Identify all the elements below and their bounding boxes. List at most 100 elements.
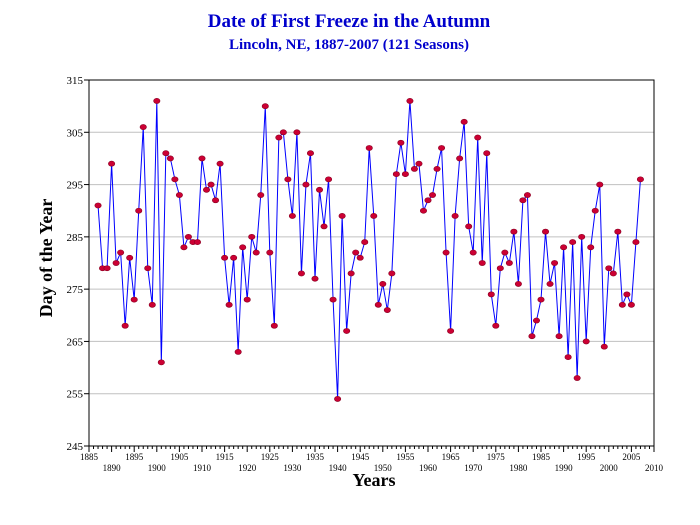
- data-point: [483, 150, 491, 157]
- data-point: [618, 301, 626, 308]
- data-point: [433, 165, 441, 172]
- x-tick-label: 1955: [396, 452, 415, 462]
- data-point: [474, 134, 482, 141]
- data-point: [306, 150, 314, 157]
- y-axis-title: Day of the Year: [36, 199, 56, 318]
- data-point: [573, 375, 581, 381]
- data-point: [352, 249, 360, 256]
- x-tick-label: 1945: [351, 452, 370, 462]
- data-point: [623, 291, 631, 298]
- data-point: [609, 270, 617, 277]
- data-point: [121, 322, 129, 329]
- data-point: [221, 254, 229, 261]
- data-point: [460, 118, 468, 125]
- data-point: [496, 265, 504, 272]
- x-tick-label: 1900: [148, 463, 167, 473]
- data-point: [266, 249, 274, 256]
- data-point: [542, 228, 550, 235]
- data-point: [492, 322, 500, 329]
- data-point: [560, 244, 568, 251]
- x-tick-label: 1940: [329, 463, 348, 473]
- data-point: [216, 160, 224, 167]
- data-point: [193, 239, 201, 245]
- data-point: [469, 249, 477, 256]
- data-point: [325, 176, 333, 183]
- y-tick-label: 305: [67, 127, 84, 139]
- data-point: [519, 197, 527, 204]
- x-tick-label: 1990: [555, 463, 574, 473]
- data-point: [523, 192, 531, 198]
- data-point: [126, 254, 134, 261]
- data-point: [157, 359, 165, 366]
- data-point: [207, 181, 215, 188]
- data-point: [636, 176, 644, 183]
- data-point: [212, 197, 220, 204]
- data-point: [284, 176, 292, 183]
- data-point: [605, 265, 613, 272]
- data-point: [270, 322, 278, 329]
- x-tick-label: 1890: [103, 463, 122, 473]
- x-tick-label: 1915: [216, 452, 235, 462]
- x-tick-label: 1985: [532, 452, 551, 462]
- x-tick-label: 1905: [170, 452, 189, 462]
- data-point: [248, 233, 256, 240]
- x-tick-label: 1885: [80, 452, 99, 462]
- data-point: [293, 129, 301, 136]
- data-point: [591, 207, 599, 214]
- data-point: [203, 186, 211, 193]
- data-point: [243, 296, 251, 303]
- data-point: [94, 202, 102, 209]
- data-point: [379, 281, 387, 287]
- x-axis-title: Years: [353, 470, 396, 490]
- data-point: [239, 244, 247, 251]
- data-point: [180, 244, 188, 251]
- data-point: [370, 213, 378, 219]
- data-point: [275, 134, 283, 141]
- data-point: [257, 192, 265, 198]
- data-point: [279, 129, 287, 136]
- y-axis-ticks: 245 255 265 275 285 295 305 315: [67, 75, 89, 453]
- data-point: [297, 270, 305, 277]
- data-point: [383, 307, 391, 313]
- y-tick-label: 265: [67, 336, 84, 348]
- y-tick-label: 275: [67, 284, 84, 296]
- data-point: [288, 213, 296, 219]
- x-tick-label: 1910: [193, 463, 212, 473]
- data-point: [596, 181, 604, 188]
- data-point: [334, 396, 342, 402]
- data-point: [252, 249, 260, 256]
- data-point: [551, 260, 559, 266]
- x-axis-ticks: 1885 1895 1905 1915 1925 1935 1945 1955 1965 1975…: [80, 446, 664, 473]
- data-point: [582, 338, 590, 345]
- x-tick-label: 2000: [600, 463, 619, 473]
- x-tick-label: 1920: [238, 463, 257, 473]
- data-point: [184, 233, 192, 240]
- data-point: [148, 301, 156, 308]
- data-point: [514, 281, 522, 287]
- data-point: [456, 155, 464, 162]
- data-point: [117, 249, 125, 256]
- data-point: [410, 165, 418, 172]
- x-tick-label: 1970: [464, 463, 483, 473]
- data-point: [451, 213, 459, 219]
- data-point: [510, 228, 518, 235]
- data-point: [546, 281, 554, 287]
- data-point: [329, 296, 337, 303]
- data-point: [225, 301, 233, 308]
- data-point: [153, 98, 161, 104]
- data-point: [501, 249, 509, 256]
- x-tick-label: 1935: [306, 452, 325, 462]
- y-tick-label: 285: [67, 232, 84, 244]
- data-point: [347, 270, 355, 277]
- data-point: [171, 176, 179, 183]
- data-point: [261, 103, 269, 110]
- data-point: [429, 192, 437, 198]
- data-point: [478, 260, 486, 266]
- series-layer: [94, 98, 644, 402]
- y-tick-label: 245: [67, 441, 84, 453]
- data-point: [356, 254, 364, 261]
- chart-title: Date of First Freeze in the Autumn: [208, 11, 491, 32]
- data-point: [311, 275, 319, 282]
- data-point: [569, 239, 577, 245]
